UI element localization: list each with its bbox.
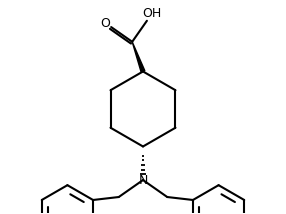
Text: N: N [138, 174, 148, 187]
Text: OH: OH [142, 7, 162, 20]
Text: O: O [101, 17, 110, 30]
Polygon shape [132, 42, 145, 72]
